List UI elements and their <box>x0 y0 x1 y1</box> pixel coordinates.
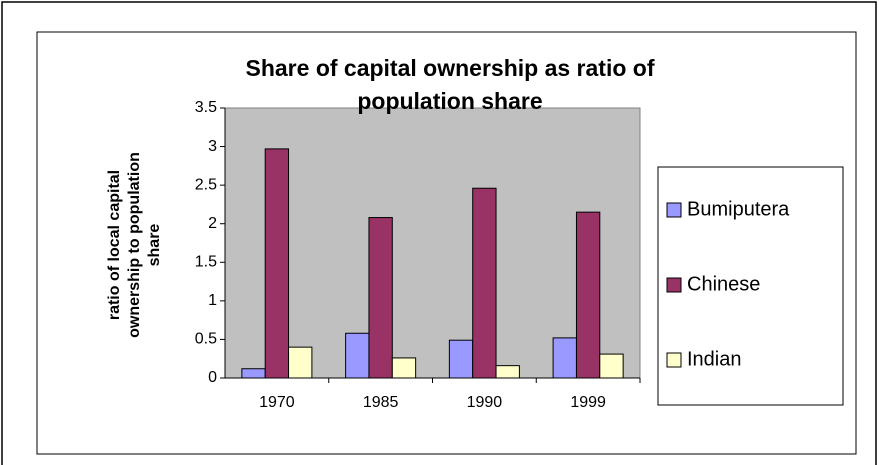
bar <box>448 339 474 379</box>
y-tick-label: 2 <box>208 215 217 232</box>
bar <box>599 353 624 379</box>
y-tick-label: 0.5 <box>195 331 217 348</box>
bar <box>241 368 266 379</box>
bar <box>345 332 370 379</box>
x-tick-label: 1999 <box>570 394 606 411</box>
x-tick-label: 1970 <box>259 394 295 411</box>
legend <box>657 166 844 406</box>
y-tick-label: 1 <box>208 292 217 309</box>
bar <box>575 211 601 379</box>
bar <box>552 337 577 379</box>
bar <box>264 148 290 379</box>
plot-area <box>224 107 641 379</box>
bar <box>391 357 417 379</box>
y-axis-label: ratio of local capital ownership to popu… <box>106 152 163 338</box>
bar <box>288 346 313 379</box>
x-tick-label: 1985 <box>363 394 399 411</box>
legend-swatch <box>666 202 682 218</box>
y-tick-label: 1.5 <box>195 254 217 271</box>
y-tick-label: 2.5 <box>195 176 217 193</box>
y-tick-label: 3 <box>208 138 217 155</box>
bar <box>472 187 497 379</box>
bar <box>368 217 393 379</box>
legend-swatch <box>666 352 682 368</box>
bar <box>495 365 520 379</box>
y-tick-label: 3.5 <box>195 99 217 116</box>
legend-label: Chinese <box>687 273 760 295</box>
y-tick-label: 0 <box>208 369 217 386</box>
legend-swatch <box>666 277 682 293</box>
legend-label: Indian <box>687 348 742 370</box>
chart-title: Share of capital ownership as ratio of p… <box>245 55 655 114</box>
x-tick-label: 1990 <box>467 394 503 411</box>
legend-label: Bumiputera <box>687 198 790 220</box>
